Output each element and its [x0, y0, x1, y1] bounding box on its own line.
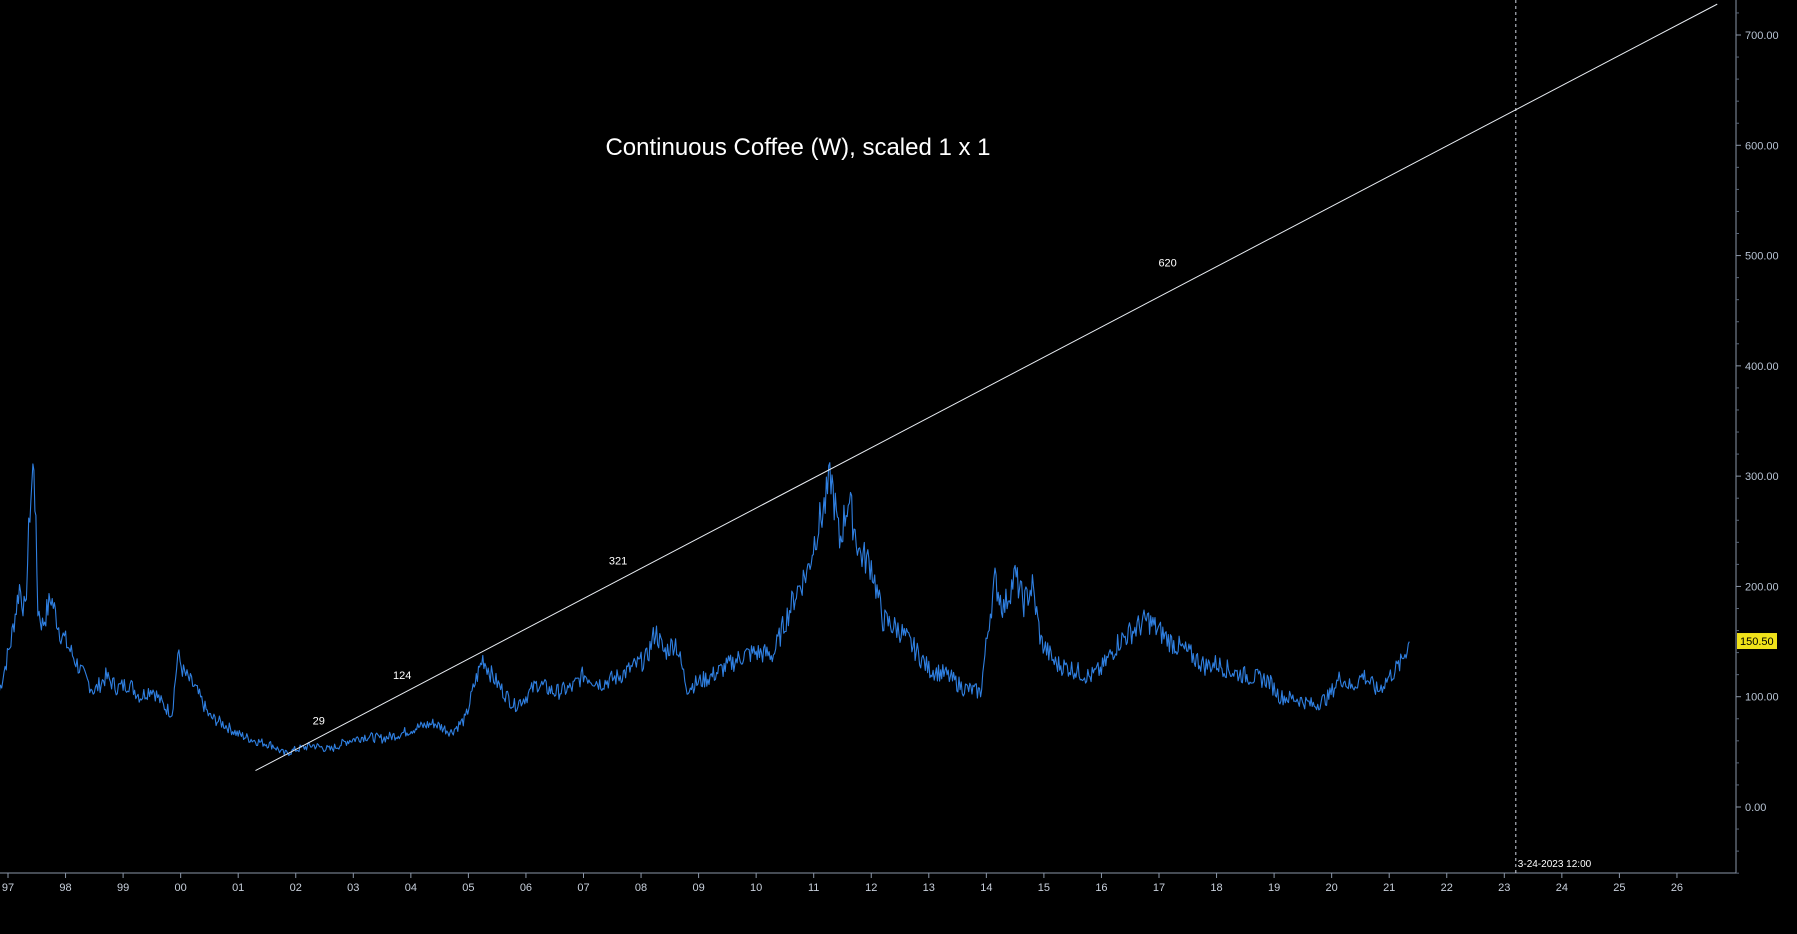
x-tick-label: 21 [1383, 882, 1395, 894]
x-tick-label: 04 [405, 882, 417, 894]
x-tick-label: 05 [462, 882, 474, 894]
y-tick-label: 500.00 [1745, 251, 1779, 263]
x-tick-label: 26 [1671, 882, 1683, 894]
x-tick-label: 23 [1498, 882, 1510, 894]
x-tick-label: 13 [923, 882, 935, 894]
x-tick-label: 19 [1268, 882, 1280, 894]
x-tick-label: 09 [692, 882, 704, 894]
x-tick-label: 02 [290, 882, 302, 894]
x-tick-label: 25 [1613, 882, 1625, 894]
last-value-label: 150.50 [1740, 636, 1774, 648]
x-tick-label: 00 [175, 882, 187, 894]
x-tick-label: 06 [520, 882, 532, 894]
x-tick-label: 15 [1038, 882, 1050, 894]
x-tick-label: 99 [117, 882, 129, 894]
x-tick-label: 08 [635, 882, 647, 894]
x-tick-label: 14 [980, 882, 992, 894]
x-tick-label: 97 [2, 882, 14, 894]
x-tick-label: 07 [577, 882, 589, 894]
x-tick-label: 12 [865, 882, 877, 894]
y-tick-label: 200.00 [1745, 581, 1779, 593]
price-series-line [0, 462, 1410, 757]
date-marker-label: 3-24-2023 12:00 [1518, 859, 1592, 870]
y-tick-label: 700.00 [1745, 30, 1779, 42]
y-tick-label: 0.00 [1745, 802, 1766, 814]
x-tick-label: 22 [1441, 882, 1453, 894]
trendline-annotation: 620 [1158, 258, 1176, 270]
last-value-badge [1737, 633, 1777, 650]
x-tick-label: 10 [750, 882, 762, 894]
y-tick-label: 400.00 [1745, 361, 1779, 373]
y-tick-label: 300.00 [1745, 471, 1779, 483]
axes: 0.00 100.00 200.00 300.00 400.00 500.00 600.00… [0, 0, 1779, 894]
x-tick-label: 01 [232, 882, 244, 894]
x-tick-label: 03 [347, 882, 359, 894]
trendline-annotation: 124 [393, 670, 411, 682]
x-tick-label: 16 [1095, 882, 1107, 894]
x-tick-label: 17 [1153, 882, 1165, 894]
trendline-annotation: 321 [609, 555, 627, 567]
plot-area: 3-24-2023 12:00 29 124 321 620 [0, 0, 1718, 873]
x-tick-label: 20 [1326, 882, 1338, 894]
trendline-annotation: 29 [313, 715, 325, 727]
chart-title: Continuous Coffee (W), scaled 1 x 1 [605, 134, 990, 161]
x-tick-label: 11 [808, 882, 819, 894]
trendline [255, 3, 1718, 772]
y-tick-label: 600.00 [1745, 140, 1779, 152]
x-tick-label: 18 [1210, 882, 1222, 894]
y-tick-label: 100.00 [1745, 692, 1779, 704]
x-tick-label: 98 [59, 882, 71, 894]
x-tick-label: 24 [1556, 882, 1568, 894]
